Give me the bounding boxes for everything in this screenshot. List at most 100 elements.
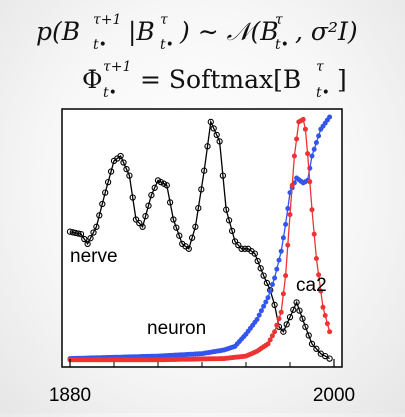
equations-header: p(B τ+1 t• |B τ t• ) ∼ 𝒩(B τ t• , σ²I) Φ…: [36, 12, 358, 101]
data-point-ca2: [291, 153, 297, 159]
x-tick-label-1880: 1880: [49, 385, 91, 406]
data-point-nerve: [254, 257, 261, 265]
data-point-ca2: [311, 231, 317, 237]
data-point-neuron: [274, 266, 280, 272]
eq1-lhs-sub: t•: [93, 37, 107, 53]
data-point-neuron: [313, 140, 319, 146]
data-point-ca2: [327, 329, 333, 335]
data-point-nerve: [99, 200, 106, 208]
data-point-ca2: [265, 341, 271, 347]
data-point-nerve: [302, 323, 309, 330]
data-point-nerve: [198, 186, 205, 193]
data-point-nerve: [173, 224, 180, 231]
data-point-nerve: [313, 345, 320, 352]
data-point-ca2: [316, 272, 322, 278]
data-point-nerve: [238, 245, 245, 252]
eq1-tail: , σ²I): [295, 17, 358, 46]
data-point-neuron: [316, 133, 322, 139]
data-point-neuron: [280, 235, 286, 241]
data-point-nerve: [166, 199, 174, 206]
data-point-nerve: [290, 306, 297, 313]
data-point-nerve: [126, 172, 133, 179]
data-point-ca2: [272, 329, 278, 335]
data-point-neuron: [261, 303, 267, 309]
data-point-nerve: [145, 202, 152, 209]
data-point-nerve: [77, 230, 85, 238]
equation-line-2: Φ τ+1 t• = Softmax[B τ t• ]: [82, 59, 347, 101]
data-point-ca2: [289, 182, 295, 188]
data-point-nerve: [225, 217, 233, 224]
data-point-ca2: [287, 212, 293, 218]
eq2-phi-sub: t•: [103, 85, 117, 101]
eq2-phi: Φ: [82, 65, 103, 94]
data-point-neuron: [327, 114, 333, 120]
data-point-ca2: [274, 322, 280, 328]
data-point-nerve: [231, 238, 239, 245]
data-point-ca2: [313, 256, 319, 262]
data-point-ca2: [324, 321, 330, 327]
data-point-nerve: [176, 232, 183, 239]
data-point-ca2: [285, 242, 291, 248]
data-point-nerve: [201, 167, 208, 174]
chart-container: nerve neuron ca2 1880 2000: [0, 105, 405, 413]
data-point-ca2: [276, 316, 282, 322]
data-point-nerve: [151, 184, 158, 191]
data-point-nerve: [257, 265, 264, 272]
eq1-normal-sup: τ: [275, 12, 283, 28]
data-point-nerve: [263, 279, 271, 287]
data-point-nerve: [75, 230, 82, 237]
data-point-nerve: [93, 223, 100, 230]
data-point-ca2: [267, 337, 273, 343]
data-point-nerve: [188, 234, 196, 241]
data-point-neuron: [254, 317, 260, 323]
data-point-nerve: [136, 219, 143, 227]
data-point-neuron: [309, 153, 315, 159]
eq1-normal: ) ∼ 𝒩(B: [179, 17, 279, 46]
data-point-ca2: [309, 207, 315, 213]
eq1-cond-sup: τ: [160, 12, 168, 28]
series-label-ca2: ca2: [296, 275, 327, 296]
data-point-nerve: [139, 223, 146, 230]
eq2-softmax: = Softmax[B: [140, 65, 301, 94]
data-point-nerve: [195, 204, 202, 212]
equation-line-1: p(B τ+1 t• |B τ t• ) ∼ 𝒩(B τ t• , σ²I): [36, 12, 358, 53]
data-point-nerve: [241, 245, 249, 252]
data-point-neuron: [283, 221, 289, 227]
data-point-neuron: [285, 206, 291, 212]
eq2-close: ]: [337, 65, 347, 94]
eq1-normal-sub: t•: [275, 37, 289, 53]
line-chart: nerve neuron ca2 1880 2000: [49, 108, 355, 406]
data-point-nerve: [204, 143, 211, 150]
data-point-nerve: [260, 272, 267, 279]
data-point-nerve: [87, 235, 94, 242]
data-point-neuron: [311, 146, 317, 152]
data-point-nerve: [104, 178, 112, 186]
data-point-nerve: [157, 178, 165, 186]
eq2-softmax-sub: t•: [316, 85, 330, 101]
data-point-neuron: [267, 288, 273, 294]
data-point-nerve: [132, 216, 140, 223]
eq1-lhs: p(B: [36, 17, 80, 46]
data-point-nerve: [129, 194, 136, 201]
data-point-nerve: [90, 229, 97, 236]
data-point-nerve: [326, 355, 333, 362]
eq2-phi-sup: τ+1: [103, 59, 131, 75]
data-point-neuron: [256, 312, 262, 318]
data-point-nerve: [219, 172, 227, 179]
data-point-nerve: [251, 250, 258, 257]
data-point-ca2: [318, 288, 324, 294]
series-label-nerve: nerve: [70, 246, 118, 267]
data-point-nerve: [163, 182, 170, 189]
data-point-ca2: [294, 136, 300, 142]
data-point-ca2: [322, 313, 328, 319]
data-point-ca2: [305, 151, 311, 157]
data-point-ca2: [283, 273, 289, 279]
data-point-nerve: [293, 299, 300, 306]
data-point-nerve: [271, 301, 278, 309]
data-point-ca2: [269, 333, 275, 339]
series-ca2: [67, 116, 333, 363]
data-point-neuron: [269, 282, 275, 288]
data-point-nerve: [216, 138, 223, 145]
data-point-ca2: [278, 309, 284, 315]
series-layer: [66, 114, 333, 363]
